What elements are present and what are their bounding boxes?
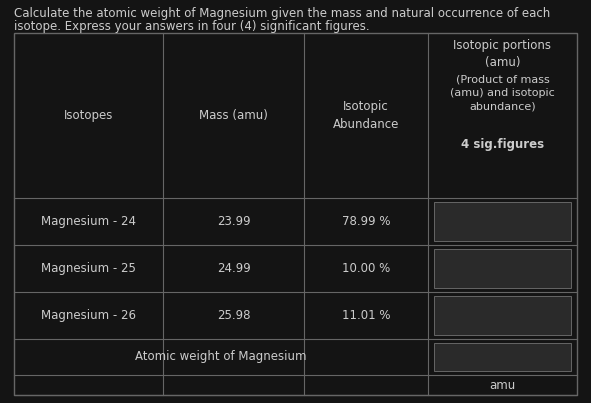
Text: Magnesium - 25: Magnesium - 25	[41, 262, 136, 275]
Text: 78.99 %: 78.99 %	[342, 215, 390, 228]
Text: (Product of mass
(amu) and isotopic
abundance): (Product of mass (amu) and isotopic abun…	[450, 75, 555, 111]
Text: 10.00 %: 10.00 %	[342, 262, 390, 275]
Text: 23.99: 23.99	[217, 215, 251, 228]
Bar	[434, 343, 571, 371]
Bar	[14, 33, 577, 395]
Text: Isotopes: Isotopes	[64, 109, 113, 122]
Text: amu: amu	[489, 378, 515, 392]
Text: 11.01 %: 11.01 %	[342, 309, 390, 322]
Text: Mass (amu): Mass (amu)	[199, 109, 268, 122]
Text: Calculate the atomic weight of Magnesium given the mass and natural occurrence o: Calculate the atomic weight of Magnesium…	[14, 7, 550, 20]
Bar	[434, 202, 571, 241]
Bar	[434, 296, 571, 335]
Text: Isotopic portions
(amu): Isotopic portions (amu)	[453, 39, 551, 69]
Text: 24.99: 24.99	[217, 262, 251, 275]
Text: Atomic weight of Magnesium: Atomic weight of Magnesium	[135, 351, 307, 364]
Text: 25.98: 25.98	[217, 309, 251, 322]
Text: 4 sig.figures: 4 sig.figures	[461, 138, 544, 151]
Bar	[434, 249, 571, 288]
Text: Magnesium - 24: Magnesium - 24	[41, 215, 136, 228]
Text: Magnesium - 26: Magnesium - 26	[41, 309, 136, 322]
Text: Isotopic
Abundance: Isotopic Abundance	[333, 100, 399, 131]
Text: isotope. Express your answers in four (4) significant figures.: isotope. Express your answers in four (4…	[14, 20, 369, 33]
